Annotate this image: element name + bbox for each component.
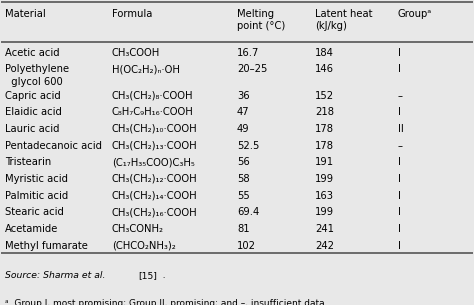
Text: I: I bbox=[398, 207, 401, 217]
Text: II: II bbox=[398, 124, 403, 134]
Text: Source: Sharma et al.: Source: Sharma et al. bbox=[5, 271, 109, 280]
Text: Acetamide: Acetamide bbox=[5, 224, 59, 234]
Text: 178: 178 bbox=[315, 124, 334, 134]
Text: –: – bbox=[398, 91, 403, 101]
Text: I: I bbox=[398, 241, 401, 251]
Text: 184: 184 bbox=[315, 48, 334, 58]
Text: ᵃ  Group I, most promising; Group II, promising; and –, insufficient data.: ᵃ Group I, most promising; Group II, pro… bbox=[5, 299, 328, 305]
Text: [15]: [15] bbox=[138, 271, 157, 280]
Text: –: – bbox=[398, 141, 403, 151]
Text: I: I bbox=[398, 64, 401, 74]
Text: 20–25: 20–25 bbox=[237, 64, 267, 74]
Text: 81: 81 bbox=[237, 224, 250, 234]
Text: .: . bbox=[163, 271, 166, 280]
Text: I: I bbox=[398, 191, 401, 201]
Text: I: I bbox=[398, 157, 401, 167]
Text: Capric acid: Capric acid bbox=[5, 91, 61, 101]
Text: 218: 218 bbox=[315, 107, 334, 117]
Text: Polyethylene
  glycol 600: Polyethylene glycol 600 bbox=[5, 64, 70, 87]
Text: 178: 178 bbox=[315, 141, 334, 151]
Text: 163: 163 bbox=[315, 191, 334, 201]
Text: C₈H₇C₉H₁₆·COOH: C₈H₇C₉H₁₆·COOH bbox=[112, 107, 193, 117]
Text: 241: 241 bbox=[315, 224, 334, 234]
Text: H(OC₂H₂)ₙ·OH: H(OC₂H₂)ₙ·OH bbox=[112, 64, 180, 74]
Text: 52.5: 52.5 bbox=[237, 141, 259, 151]
Text: 242: 242 bbox=[315, 241, 334, 251]
Text: I: I bbox=[398, 224, 401, 234]
Text: 199: 199 bbox=[315, 174, 334, 184]
Text: Groupᵃ: Groupᵃ bbox=[398, 9, 432, 19]
Text: CH₃(CH₂)₁₂·COOH: CH₃(CH₂)₁₂·COOH bbox=[112, 174, 197, 184]
Text: Lauric acid: Lauric acid bbox=[5, 124, 60, 134]
Text: 199: 199 bbox=[315, 207, 334, 217]
Text: 16.7: 16.7 bbox=[237, 48, 259, 58]
Text: 69.4: 69.4 bbox=[237, 207, 259, 217]
Text: CH₃(CH₂)₁₃·COOH: CH₃(CH₂)₁₃·COOH bbox=[112, 141, 197, 151]
Text: 102: 102 bbox=[237, 241, 256, 251]
Text: CH₃COOH: CH₃COOH bbox=[112, 48, 160, 58]
Text: 152: 152 bbox=[315, 91, 334, 101]
Text: Latent heat
(kJ/kg): Latent heat (kJ/kg) bbox=[315, 9, 373, 31]
Text: Material: Material bbox=[5, 9, 46, 19]
Text: Tristearin: Tristearin bbox=[5, 157, 52, 167]
Text: Myristic acid: Myristic acid bbox=[5, 174, 68, 184]
Text: CH₃(CH₂)₈·COOH: CH₃(CH₂)₈·COOH bbox=[112, 91, 193, 101]
Text: CH₃(CH₂)₁₄·COOH: CH₃(CH₂)₁₄·COOH bbox=[112, 191, 197, 201]
Text: 49: 49 bbox=[237, 124, 250, 134]
Text: 146: 146 bbox=[315, 64, 334, 74]
Text: (CHCO₂NH₃)₂: (CHCO₂NH₃)₂ bbox=[112, 241, 175, 251]
Text: 58: 58 bbox=[237, 174, 250, 184]
Text: 36: 36 bbox=[237, 91, 250, 101]
Text: 191: 191 bbox=[315, 157, 334, 167]
Text: CH₃CONH₂: CH₃CONH₂ bbox=[112, 224, 164, 234]
Text: Melting
point (°C): Melting point (°C) bbox=[237, 9, 285, 31]
Text: Palmitic acid: Palmitic acid bbox=[5, 191, 69, 201]
Text: CH₃(CH₂)₁₆·COOH: CH₃(CH₂)₁₆·COOH bbox=[112, 207, 197, 217]
Text: Pentadecanoic acid: Pentadecanoic acid bbox=[5, 141, 102, 151]
Text: I: I bbox=[398, 107, 401, 117]
Text: 55: 55 bbox=[237, 191, 250, 201]
Text: Acetic acid: Acetic acid bbox=[5, 48, 60, 58]
Text: Elaidic acid: Elaidic acid bbox=[5, 107, 62, 117]
Text: Stearic acid: Stearic acid bbox=[5, 207, 64, 217]
Text: 47: 47 bbox=[237, 107, 250, 117]
Text: Formula: Formula bbox=[112, 9, 152, 19]
Text: (C₁₇H₃₅COO)C₃H₅: (C₁₇H₃₅COO)C₃H₅ bbox=[112, 157, 195, 167]
Text: I: I bbox=[398, 174, 401, 184]
Text: Methyl fumarate: Methyl fumarate bbox=[5, 241, 88, 251]
Text: 56: 56 bbox=[237, 157, 250, 167]
Text: CH₃(CH₂)₁₀·COOH: CH₃(CH₂)₁₀·COOH bbox=[112, 124, 197, 134]
Text: I: I bbox=[398, 48, 401, 58]
